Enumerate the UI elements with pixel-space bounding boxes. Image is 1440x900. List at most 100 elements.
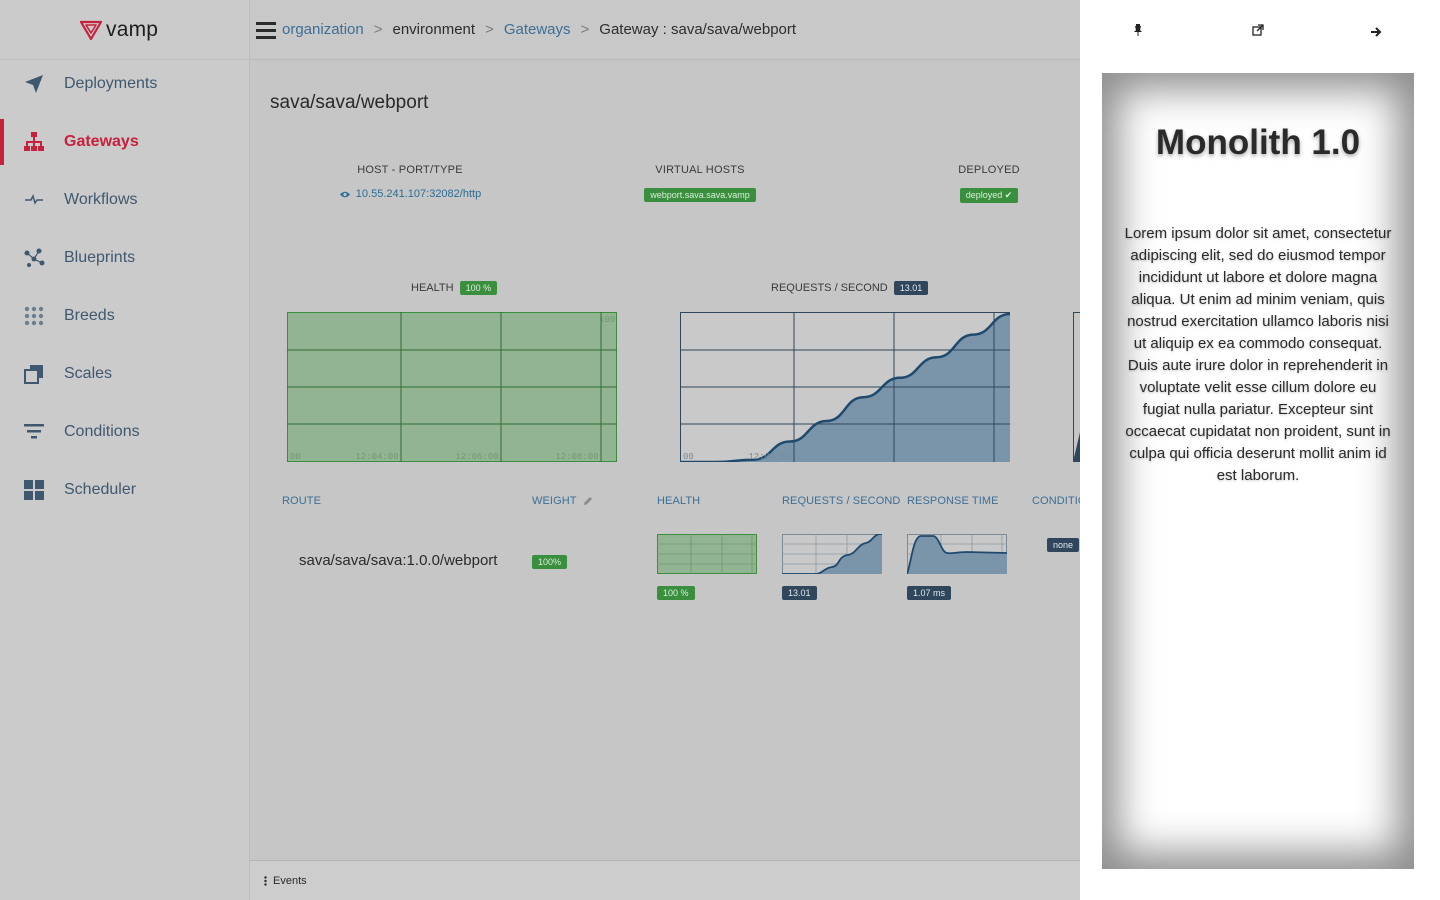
conditions-column-header: CONDITIO <box>1032 495 1080 507</box>
pencil-edit-icon[interactable] <box>583 496 593 506</box>
health-x-tick-label: 12:04:00 <box>355 452 398 462</box>
host-port-column: HOST - PORT/TYPE 10.55.241.107:32082/htt… <box>330 164 490 202</box>
sidebar-item-label: Breeds <box>64 307 115 324</box>
health-y-tick-label: 100 <box>599 315 615 325</box>
paper-plane-icon <box>22 72 46 96</box>
dots-grid-icon <box>22 304 46 328</box>
main-content: sava/sava/webport HOST - PORT/TYPE 10.55… <box>250 60 1080 860</box>
eye-icon <box>339 191 350 197</box>
sidebar-item-label: Blueprints <box>64 249 136 266</box>
events-label: Events <box>273 874 307 887</box>
response-time-column-header: RESPONSE TIME <box>907 495 999 507</box>
breadcrumb-environment: environment <box>392 21 476 38</box>
top-bar: organization > environment > Gateways > … <box>250 0 1080 60</box>
external-link-icon[interactable] <box>1248 20 1268 40</box>
sidebar-item-deployments[interactable]: Deployments <box>0 61 250 107</box>
page-title: sava/sava/webport <box>270 92 429 113</box>
vamp-logo[interactable]: vamp <box>80 18 158 42</box>
host-port-header: HOST - PORT/TYPE <box>357 164 463 176</box>
health-y-tick-label: 00 <box>290 452 301 462</box>
rps-grid <box>680 312 1010 462</box>
host-value: 10.55.241.107:32082/http <box>355 188 482 200</box>
sidebar-item-blueprints[interactable]: Blueprints <box>0 235 250 281</box>
rps-chart-badge: 13.01 <box>893 281 929 295</box>
grid-squares-icon <box>22 478 46 502</box>
sidebar-item-workflows[interactable]: Workflows <box>0 177 250 223</box>
rps-y-tick-label: 00 <box>683 452 694 462</box>
breadcrumb: organization > environment > Gateways > … <box>282 21 796 38</box>
health-x-tick-label: 12:08:00 <box>555 452 598 462</box>
pulse-icon <box>22 188 46 212</box>
route-condition-badge[interactable]: none <box>1047 538 1080 552</box>
weight-header-label: WEIGHT <box>532 495 577 507</box>
arrow-right-icon[interactable] <box>1366 22 1386 42</box>
route-response-time-mini-chart <box>907 534 1007 574</box>
breadcrumb-separator: > <box>580 21 590 38</box>
deployed-label: deployed <box>965 190 1003 200</box>
hamburger-menu-icon[interactable] <box>256 22 276 40</box>
deployed-column: DEPLOYED deployed ✔ <box>944 164 1034 203</box>
route-health-badge: 100 % <box>657 586 695 600</box>
deployed-badge: deployed ✔ <box>959 188 1019 203</box>
rps-column-header: REQUESTS / SECOND <box>782 495 901 507</box>
route-health-mini-chart <box>657 534 757 574</box>
card-title: Monolith 1.0 <box>1155 123 1361 162</box>
rps-chart: 00 12:04:00 <box>680 312 1010 462</box>
route-response-time-badge: 1.07 ms <box>907 586 952 600</box>
health-chart-badge: 100 % <box>459 281 498 295</box>
events-bar[interactable]: Events <box>250 860 1080 900</box>
health-chart-header: HEALTH 100 % <box>411 281 498 295</box>
rps-chart-header: REQUESTS / SECOND 13.01 <box>771 281 929 295</box>
sidebar-item-label: Workflows <box>64 191 138 208</box>
stacked-squares-icon <box>22 362 46 386</box>
health-column-header: HEALTH <box>657 495 701 507</box>
virtual-hosts-header: VIRTUAL HOSTS <box>655 164 745 176</box>
logo-text: vamp <box>106 18 159 41</box>
vamp-logo-icon <box>80 20 102 40</box>
health-chart: 12:04:00 12:06:00 12:08:00 00 100 <box>287 312 617 462</box>
virtual-host-badge: webport.sava.sava.vamp <box>644 188 756 202</box>
route-name[interactable]: sava/sava/sava:1.0.0/webport <box>299 552 498 569</box>
sidebar-item-label: Scales <box>64 365 113 382</box>
sidebar-item-label: Gateways <box>64 133 139 150</box>
breadcrumb-organization[interactable]: organization <box>282 21 364 38</box>
card-body: Lorem ipsum dolor sit amet, consectetur … <box>1124 225 1392 484</box>
sidebar-item-label: Conditions <box>64 423 140 440</box>
weight-column-header: WEIGHT <box>532 495 593 507</box>
rps-chart-label: REQUESTS / SECOND <box>771 282 888 294</box>
host-link[interactable]: 10.55.241.107:32082/http <box>339 188 481 200</box>
deployed-header: DEPLOYED <box>958 164 1020 176</box>
rps-line <box>680 312 1010 462</box>
route-rps-mini-chart <box>782 534 882 574</box>
rps-area <box>680 314 1010 462</box>
health-x-tick-label: 12:06:00 <box>455 452 498 462</box>
breadcrumb-separator: > <box>373 21 383 38</box>
info-panel: Monolith 1.0 Lorem ipsum dolor sit amet,… <box>1080 0 1440 900</box>
nodes-icon <box>22 246 46 270</box>
sidebar-item-scales[interactable]: Scales <box>0 351 250 397</box>
sidebar-divider <box>0 59 250 60</box>
vertical-ellipsis-icon <box>264 875 267 886</box>
health-grid <box>287 312 617 462</box>
virtual-hosts-column: VIRTUAL HOSTS webport.sava.sava.vamp <box>630 164 770 202</box>
sidebar-item-gateways[interactable]: Gateways <box>0 119 250 165</box>
route-column-header: ROUTE <box>282 495 321 507</box>
sidebar-item-label: Deployments <box>64 75 158 92</box>
breadcrumb-separator: > <box>485 21 494 38</box>
health-chart-label: HEALTH <box>411 282 454 294</box>
service-card: Monolith 1.0 Lorem ipsum dolor sit amet,… <box>1102 73 1414 869</box>
sidebar-item-label: Scheduler <box>64 481 137 498</box>
filter-lines-icon <box>22 420 46 444</box>
sidebar-item-breeds[interactable]: Breeds <box>0 293 250 339</box>
weight-badge: 100% <box>532 555 568 569</box>
sitemap-icon <box>22 130 46 154</box>
checkmark-icon: ✔ <box>1004 190 1013 200</box>
sidebar: vamp Deployments Gateways Workflows Bl <box>0 0 250 900</box>
route-rps-badge: 13.01 <box>782 586 817 600</box>
pin-icon[interactable] <box>1128 20 1148 40</box>
breadcrumb-gateways[interactable]: Gateways <box>503 21 571 38</box>
response-time-chart-partial <box>1073 312 1080 462</box>
sidebar-item-conditions[interactable]: Conditions <box>0 409 250 455</box>
sidebar-item-scheduler[interactable]: Scheduler <box>0 467 250 513</box>
breadcrumb-current: Gateway : sava/sava/webport <box>599 21 797 38</box>
